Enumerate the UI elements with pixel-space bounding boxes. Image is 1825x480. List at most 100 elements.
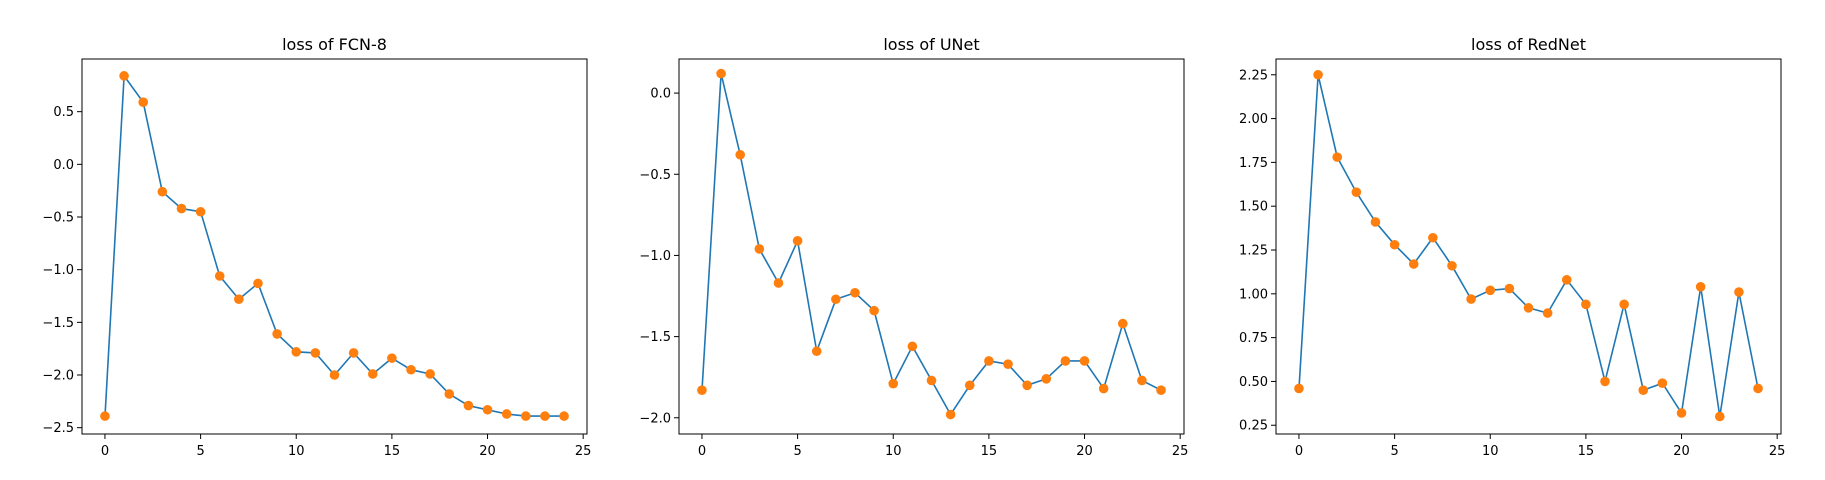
loss-point — [1079, 356, 1090, 366]
loss-point — [1561, 274, 1572, 285]
x-tick-label: 5 — [196, 444, 204, 459]
loss-point — [888, 378, 899, 389]
y-tick-label: 1.50 — [1239, 200, 1268, 215]
loss-point — [1370, 217, 1381, 227]
plot-frame — [678, 58, 1185, 435]
x-tick-label: 20 — [479, 444, 496, 459]
x-tick-label: 0 — [1295, 444, 1303, 459]
loss-point — [1332, 152, 1343, 162]
loss-point — [1022, 380, 1032, 391]
y-tick-label: 1.25 — [1239, 244, 1268, 259]
loss-point — [138, 97, 149, 107]
loss-point — [1581, 299, 1591, 310]
loss-point — [1041, 374, 1052, 384]
x-tick-label: 0 — [101, 444, 109, 459]
x-tick-label: 0 — [698, 444, 706, 459]
loss-point — [735, 149, 746, 160]
x-tick-label: 5 — [1390, 444, 1398, 459]
y-tick-label: 1.75 — [1239, 156, 1268, 171]
y-tick-label: 2.25 — [1239, 68, 1268, 83]
y-tick-label: 0.25 — [1239, 419, 1268, 434]
loss-point — [1619, 299, 1629, 310]
y-tick-label: −0.5 — [42, 211, 74, 226]
loss-point — [1351, 187, 1362, 197]
loss-point — [1389, 239, 1400, 250]
x-tick-label: 10 — [885, 444, 902, 459]
x-tick-label: 20 — [1076, 444, 1093, 459]
loss-point — [697, 385, 707, 395]
plot-area: 0 5 10 15 20 25 −2.0 −1.5 −1.0 −0.5 0.0 — [639, 58, 1188, 459]
x-tick-label: 25 — [575, 444, 592, 459]
y-tick-label: −1.5 — [42, 316, 74, 331]
loss-point — [444, 389, 455, 399]
y-tick-label: −1.0 — [42, 263, 74, 278]
loss-point — [119, 71, 129, 81]
loss-point — [1600, 376, 1610, 387]
loss-point — [1428, 232, 1438, 243]
loss-point — [291, 347, 302, 357]
loss-point — [1504, 283, 1515, 294]
y-tick-label: 0.5 — [53, 105, 74, 120]
loss-point — [406, 364, 416, 375]
loss-point — [850, 287, 860, 298]
loss-point — [1294, 383, 1304, 394]
loss-point — [1638, 385, 1649, 395]
loss-point — [964, 380, 975, 391]
loss-point — [176, 203, 187, 214]
y-tick-label: −1.5 — [639, 330, 671, 345]
loss-point — [1657, 378, 1668, 388]
loss-point — [945, 409, 956, 420]
y-tick-label: 0.75 — [1239, 331, 1268, 346]
y-tick-label: 2.00 — [1239, 112, 1268, 127]
loss-point — [520, 411, 531, 421]
loss-point — [1098, 383, 1109, 394]
loss-point — [387, 353, 397, 363]
loss-point — [329, 370, 340, 380]
loss-point — [540, 411, 550, 421]
chart-title: loss of UNet — [883, 35, 979, 54]
loss-point — [272, 329, 282, 339]
loss-point — [157, 186, 168, 197]
loss-point — [869, 305, 879, 316]
plot-area: 0 5 10 15 20 25 0.25 0.50 0.75 1.00 1.25 1.50 1.75 2.… — [1239, 58, 1786, 459]
x-tick-label: 15 — [1578, 444, 1595, 459]
y-tick-label: −2.0 — [42, 369, 74, 384]
loss-point — [348, 348, 359, 358]
loss-point — [100, 411, 110, 421]
loss-point — [501, 409, 512, 419]
plot-frame — [81, 58, 588, 435]
loss-point — [1485, 285, 1496, 296]
x-tick-label: 15 — [384, 444, 401, 459]
loss-point — [463, 400, 474, 411]
y-tick-label: 0.0 — [53, 158, 74, 173]
x-tick-label: 20 — [1673, 444, 1690, 459]
loss-point — [1466, 294, 1476, 304]
loss-point — [1408, 259, 1419, 269]
loss-point — [1714, 411, 1725, 422]
loss-point — [310, 348, 321, 358]
loss-point — [559, 411, 569, 421]
loss-point — [1156, 385, 1166, 395]
chart-fcn8: loss of FCN-8 0 5 10 15 20 25 −2.5 −2.0 −1.5 −1.0… — [42, 35, 591, 459]
loss-point — [1003, 359, 1013, 369]
y-tick-label: 1.00 — [1239, 287, 1268, 302]
loss-point — [214, 271, 225, 281]
loss-point — [195, 206, 206, 217]
loss-point — [907, 341, 918, 352]
x-tick-label: 25 — [1769, 444, 1786, 459]
y-tick-label: −1.0 — [639, 249, 671, 264]
y-tick-label: −2.5 — [42, 421, 74, 436]
loss-point — [1447, 260, 1457, 271]
loss-point — [1117, 318, 1128, 329]
loss-point — [926, 375, 937, 386]
loss-point — [1695, 282, 1706, 292]
chart-title: loss of RedNet — [1471, 35, 1586, 54]
plot-area: 0 5 10 15 20 25 −2.5 −2.0 −1.5 −1.0 −0.5 0.0 0.5 — [42, 58, 592, 459]
x-tick-label: 5 — [793, 444, 801, 459]
loss-point — [1542, 308, 1553, 318]
loss-point — [1734, 287, 1744, 297]
y-tick-label: 0.50 — [1239, 375, 1268, 390]
plot-frame — [1275, 58, 1782, 435]
